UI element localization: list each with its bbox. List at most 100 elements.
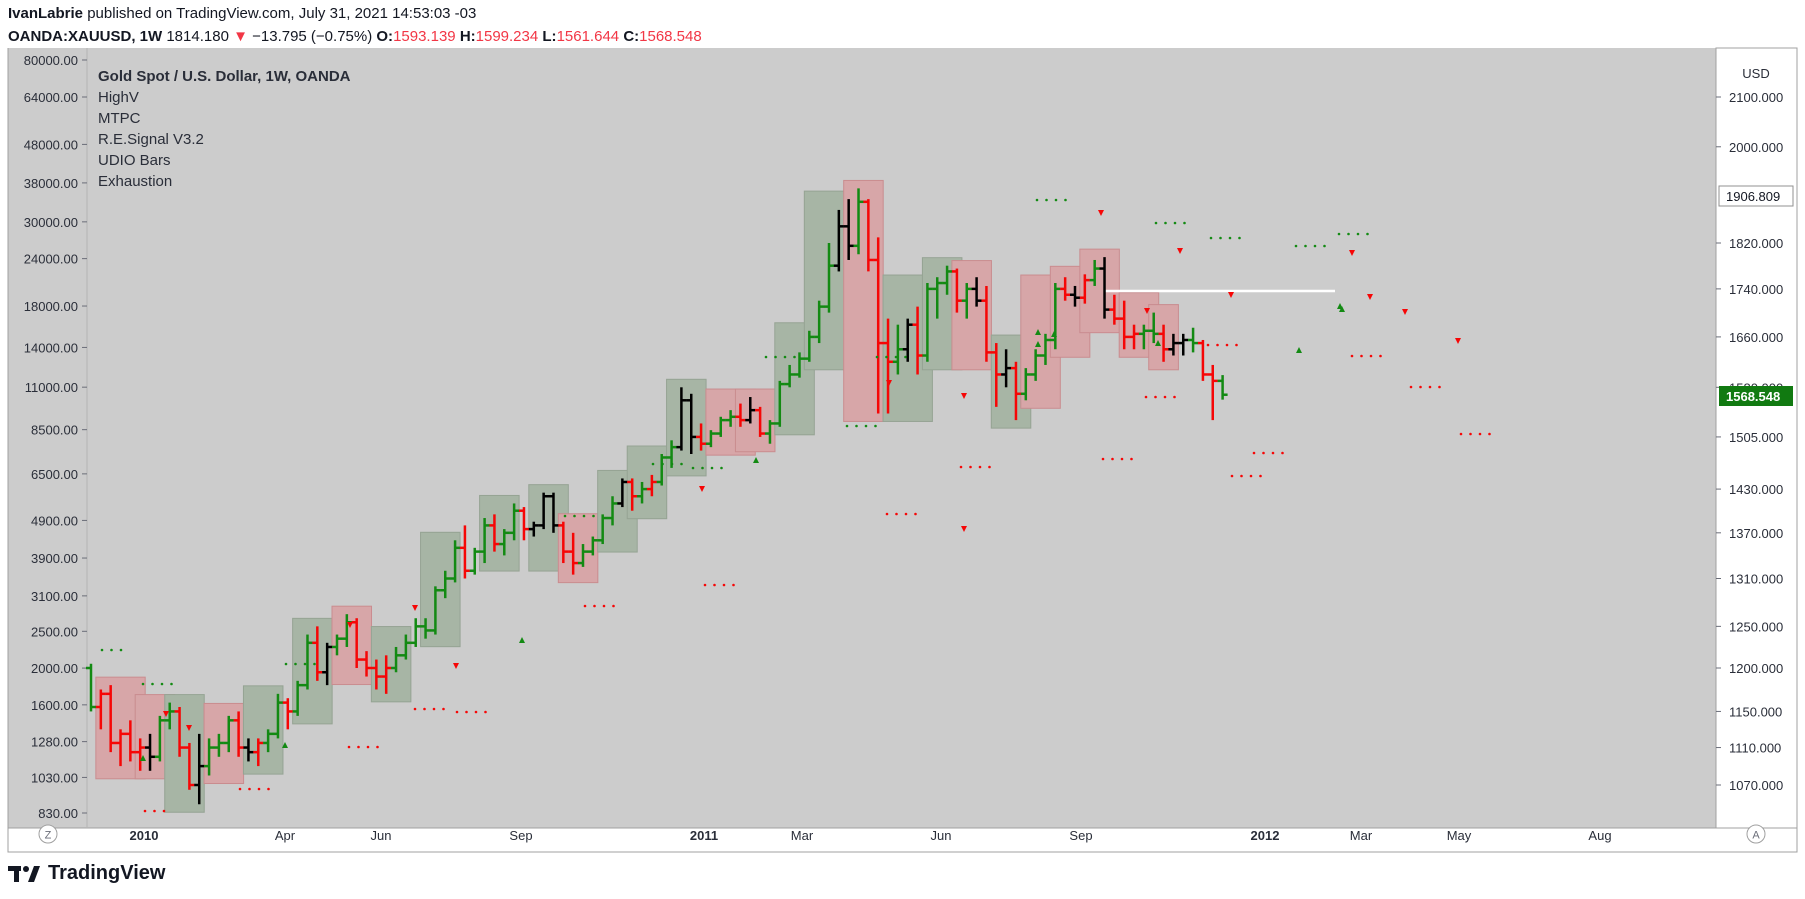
left-axis-label: 24000.00 xyxy=(24,252,78,267)
exhaustion-dot xyxy=(423,707,426,711)
exhaustion-dot xyxy=(170,682,173,686)
exhaustion-dot xyxy=(1259,474,1262,478)
right-axis-label: 1250.000 xyxy=(1729,619,1783,634)
exhaustion-dot xyxy=(110,648,113,652)
open-label: O: xyxy=(376,28,394,45)
right-axis-label: 1150.000 xyxy=(1729,704,1782,719)
ohlc-bar xyxy=(400,634,411,660)
sell-signal-icon xyxy=(961,393,967,399)
ohlc-bar xyxy=(272,693,283,739)
ohlc-bar xyxy=(686,393,697,455)
sell-signal-icon xyxy=(186,725,192,731)
exhaustion-dot xyxy=(722,583,726,587)
exhaustion-dot xyxy=(703,583,707,587)
zoom-button[interactable]: Z xyxy=(38,824,58,844)
ohlc-bar xyxy=(1109,294,1120,325)
exhaustion-dot xyxy=(1173,221,1177,225)
ohlc-bar xyxy=(725,410,736,427)
exhaustion-dot xyxy=(1459,432,1463,436)
exhaustion-dot xyxy=(1356,232,1360,236)
auto-scale-button[interactable]: A xyxy=(1746,824,1766,844)
ohlc-bar xyxy=(922,283,933,362)
sell-signal-icon xyxy=(1367,294,1373,300)
exhaustion-dot xyxy=(864,424,868,428)
right-axis-label: 2000.000 xyxy=(1729,140,1783,155)
ohlc-bar xyxy=(656,454,667,486)
legend-indicator[interactable]: UDIO Bars xyxy=(98,152,171,169)
right-axis-label: 1740.000 xyxy=(1729,282,1783,297)
ohlc-bar xyxy=(1178,333,1189,356)
ohlc-bar xyxy=(1129,324,1140,350)
ohlc-bar xyxy=(1020,368,1031,401)
exhaustion-dot xyxy=(119,648,123,652)
exhaustion-dot xyxy=(885,512,889,516)
ohlc-bar xyxy=(282,698,293,730)
ohlc-bar xyxy=(1089,259,1100,286)
last-price: 1814.180 xyxy=(166,28,229,45)
exhaustion-dot xyxy=(988,465,991,469)
exhaustion-dot xyxy=(904,512,908,516)
time-axis-label: Mar xyxy=(791,828,814,843)
ohlc-bar xyxy=(528,521,539,537)
ohlc-bar xyxy=(184,742,195,790)
close-label: C: xyxy=(623,28,640,45)
tradingview-logo[interactable]: TradingView xyxy=(8,862,165,885)
sell-signal-icon xyxy=(1177,248,1183,254)
auto-scale-button-circle xyxy=(1746,824,1766,844)
exhaustion-dot xyxy=(1488,432,1491,436)
exhaustion-dot xyxy=(413,707,417,711)
left-axis-label: 11000.00 xyxy=(25,380,78,395)
exhaustion-dot xyxy=(1206,343,1210,347)
highv-box xyxy=(164,694,205,813)
exhaustion-dot xyxy=(764,355,768,359)
exhaustion-dot xyxy=(885,355,888,359)
legend-indicator[interactable]: R.E.Signal V3.2 xyxy=(98,131,204,148)
left-axis-label: 3900.00 xyxy=(31,551,78,566)
exhaustion-dot xyxy=(670,462,674,466)
legend-indicator[interactable]: Exhaustion xyxy=(98,173,173,190)
ohlc-bar xyxy=(145,733,156,771)
ohlc-bar xyxy=(1188,327,1199,353)
chart-legend: Gold Spot / U.S. Dollar, 1W, OANDA HighV… xyxy=(98,66,351,192)
exhaustion-dot xyxy=(914,512,917,516)
ohlc-bar xyxy=(322,642,333,686)
sell-signal-icon xyxy=(1228,292,1234,298)
ohlc-bar xyxy=(863,199,874,272)
sell-signal-icon xyxy=(163,711,169,717)
author-name[interactable]: IvanLabrie xyxy=(8,5,84,22)
time-axis-label: May xyxy=(1447,828,1472,843)
exhaustion-dot xyxy=(1478,432,1482,436)
left-axis-label: 830.00 xyxy=(38,806,78,821)
ohlc-bar xyxy=(538,492,549,530)
legend-indicator[interactable]: MTPC xyxy=(98,110,141,127)
ohlc-bar xyxy=(469,547,480,575)
ohlc-bar xyxy=(135,738,146,771)
ohlc-bar xyxy=(204,738,215,776)
ohlc-bar xyxy=(302,634,313,690)
ohlc-bar xyxy=(489,514,500,552)
exhaustion-dot xyxy=(303,662,307,666)
right-axis-label: 1110.000 xyxy=(1729,741,1781,756)
exhaustion-dot xyxy=(1238,236,1241,240)
legend-title[interactable]: Gold Spot / U.S. Dollar, 1W, OANDA xyxy=(98,68,351,85)
exhaustion-dot xyxy=(1163,395,1167,399)
exhaustion-dot xyxy=(874,424,877,428)
ohlc-bar xyxy=(637,481,648,504)
ohlc-bar xyxy=(391,646,402,673)
ohlc-bar xyxy=(991,343,1002,407)
exhaustion-dot xyxy=(1216,343,1219,347)
legend-indicator[interactable]: HighV xyxy=(98,89,139,106)
exhaustion-dot xyxy=(1313,244,1317,248)
exhaustion-dot xyxy=(1271,451,1275,455)
ohlc-bar xyxy=(735,403,746,427)
time-axis-label: Jun xyxy=(371,828,392,843)
price-marker-green xyxy=(1719,386,1793,406)
exhaustion-dot xyxy=(1252,451,1256,455)
exhaustion-dot xyxy=(592,514,595,518)
exhaustion-dot xyxy=(284,662,288,666)
ohlc-bar xyxy=(873,237,884,414)
exhaustion-dot xyxy=(845,424,849,428)
exhaustion-dot xyxy=(691,466,695,470)
right-axis-label: 1310.000 xyxy=(1729,572,1783,587)
